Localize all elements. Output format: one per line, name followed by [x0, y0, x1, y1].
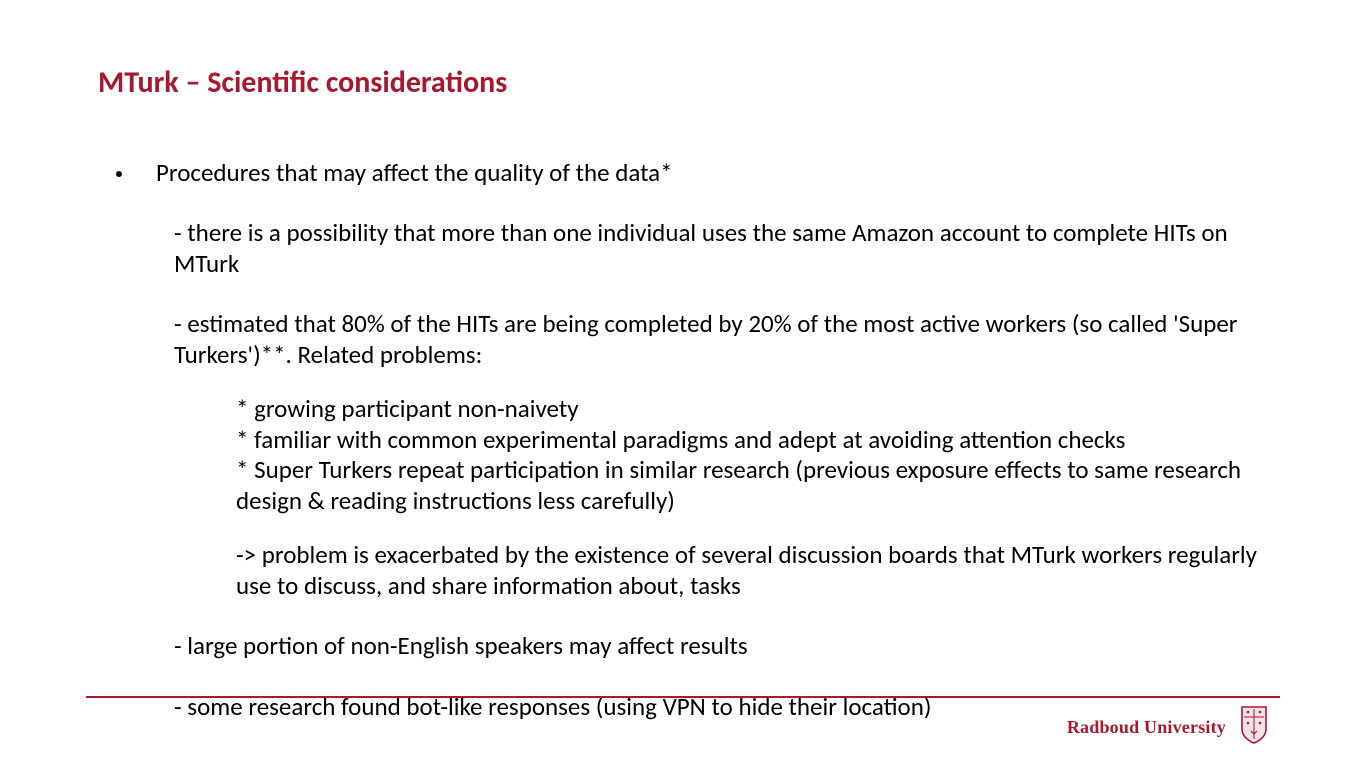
- sub-point: - there is a possibility that more than …: [174, 218, 1268, 279]
- bullet-text: Procedures that may affect the quality o…: [156, 157, 673, 188]
- sub-point: - large portion of non-English speakers …: [174, 631, 1268, 662]
- sub-sub-point: -> problem is exacerbated by the existen…: [236, 540, 1268, 601]
- footer: Radboud University: [1067, 705, 1268, 750]
- sub-sub-point: * Super Turkers repeat participation in …: [236, 455, 1268, 516]
- slide-content: Procedures that may affect the quality o…: [98, 157, 1268, 722]
- slide: MTurk – Scientific considerations Proced…: [0, 0, 1366, 768]
- bullet-dot-icon: [116, 171, 122, 177]
- bullet-item: Procedures that may affect the quality o…: [116, 157, 1268, 188]
- shield-logo-icon: [1240, 705, 1268, 750]
- sub-sub-point: * growing participant non-naivety: [236, 394, 1268, 425]
- sub-point: - estimated that 80% of the HITs are bei…: [174, 309, 1268, 370]
- footer-org: Radboud University: [1067, 717, 1226, 738]
- sub-sub-point: * familiar with common experimental para…: [236, 425, 1268, 456]
- divider: [86, 696, 1280, 698]
- slide-title: MTurk – Scientific considerations: [98, 64, 1268, 101]
